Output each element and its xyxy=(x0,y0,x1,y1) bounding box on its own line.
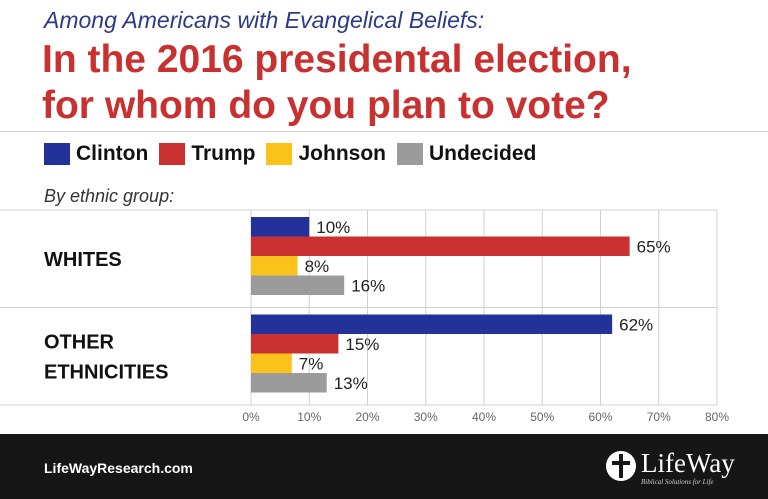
legend-item-clinton: Clinton xyxy=(44,142,148,166)
x-tick-label: 20% xyxy=(355,410,379,424)
chart-title: In the 2016 presidental election, for wh… xyxy=(42,37,632,129)
chart-legend: Clinton Trump Johnson Undecided xyxy=(44,141,547,167)
legend-item-trump: Trump xyxy=(159,142,255,166)
x-tick-label: 60% xyxy=(588,410,612,424)
bar-whites-trump xyxy=(251,236,630,256)
bar-whites-clinton xyxy=(251,217,310,237)
cross-circle-icon xyxy=(606,451,636,481)
category-label-other-ethnicities: ETHNICITIES xyxy=(44,361,168,383)
legend-swatch-clinton xyxy=(44,143,70,165)
x-tick-label: 70% xyxy=(647,410,671,424)
value-label-other-ethnicities-trump: 15% xyxy=(345,335,379,354)
bar-whites-johnson xyxy=(251,256,298,276)
legend-item-undecided: Undecided xyxy=(396,142,537,166)
logo-wordmark: LifeWay xyxy=(641,448,735,478)
chart-title-line-2: for whom do you plan to vote? xyxy=(42,84,610,127)
value-label-whites-trump: 65% xyxy=(637,237,671,256)
bar-other-ethnicities-undecided xyxy=(251,373,327,393)
title-divider xyxy=(0,131,768,132)
legend-swatch-trump xyxy=(159,143,186,165)
x-tick-label: 30% xyxy=(414,410,438,424)
bar-other-ethnicities-johnson xyxy=(251,353,292,373)
x-tick-label: 0% xyxy=(242,410,260,424)
bar-whites-undecided xyxy=(251,275,345,295)
legend-label-johnson: Johnson xyxy=(298,142,386,165)
value-label-whites-clinton: 10% xyxy=(316,218,350,237)
value-label-other-ethnicities-clinton: 62% xyxy=(619,315,653,334)
x-tick-label: 50% xyxy=(530,410,554,424)
chart-subtitle: Among Americans with Evangelical Beliefs… xyxy=(44,7,485,33)
legend-item-johnson: Johnson xyxy=(266,142,386,166)
logo-tagline: Biblical Solutions for Life xyxy=(641,478,714,486)
group-caption: By ethnic group: xyxy=(44,186,175,206)
footer-bar: LifeWayResearch.com LifeWay Biblical Sol… xyxy=(0,434,768,499)
value-label-other-ethnicities-undecided: 13% xyxy=(334,374,368,393)
x-tick-label: 40% xyxy=(472,410,496,424)
legend-swatch-undecided xyxy=(396,143,423,165)
x-tick-label: 80% xyxy=(705,410,729,424)
value-label-whites-johnson: 8% xyxy=(305,257,330,276)
lifeway-logo: LifeWay Biblical Solutions for Life xyxy=(605,442,755,490)
legend-swatch-johnson xyxy=(266,143,293,165)
category-label-whites: WHITES xyxy=(44,249,122,271)
value-label-other-ethnicities-johnson: 7% xyxy=(299,354,324,373)
footer-url: LifeWayResearch.com xyxy=(44,460,193,476)
value-label-whites-undecided: 16% xyxy=(351,276,385,295)
chart-title-line-1: In the 2016 presidental election, xyxy=(42,38,632,81)
legend-label-clinton: Clinton xyxy=(76,142,149,165)
bar-other-ethnicities-trump xyxy=(251,334,339,354)
bar-other-ethnicities-clinton xyxy=(251,314,613,334)
legend-label-trump: Trump xyxy=(191,142,256,165)
x-tick-label: 10% xyxy=(297,410,321,424)
legend-label-undecided: Undecided xyxy=(428,142,537,165)
bar-chart: 0% 10% 20% 30% 40% 50% 60% 70% 80% 10% 65% 8% 16% WHI… xyxy=(0,209,729,424)
category-label-other-ethnicities: OTHER xyxy=(44,331,115,353)
